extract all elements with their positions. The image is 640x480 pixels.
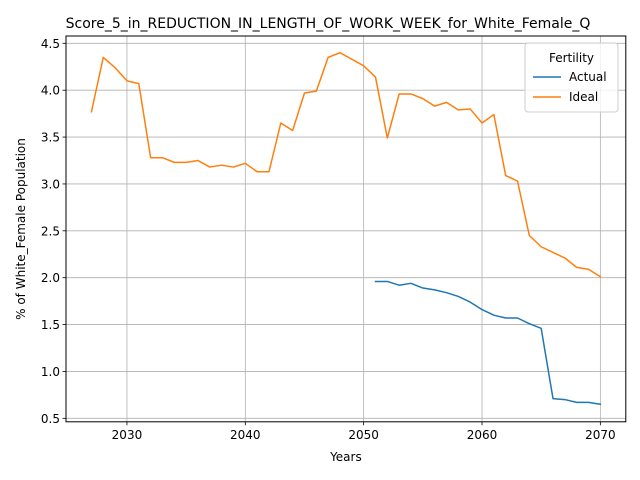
legend-box — [524, 42, 619, 113]
legend: Fertility Actual Ideal — [524, 42, 619, 113]
y-tick-label: 3.0 — [41, 177, 60, 191]
x-tick-label: 2030 — [112, 428, 143, 442]
series-line-ideal — [90, 51, 602, 278]
x-tick-label: 2050 — [348, 428, 379, 442]
y-tick-label: 0.5 — [41, 412, 60, 426]
y-tick-label: 4.5 — [41, 37, 60, 51]
x-tick-label: 2040 — [230, 428, 261, 442]
y-tick-label: 3.5 — [41, 131, 60, 145]
x-axis-label: Years — [329, 450, 362, 464]
legend-label-actual: Actual — [569, 70, 607, 84]
y-tick-label: 2.5 — [41, 224, 60, 238]
y-tick-label: 2.0 — [41, 271, 60, 285]
y-tick-label: 4.0 — [41, 84, 60, 98]
series-lines — [90, 51, 602, 406]
grid-lines — [66, 36, 626, 422]
x-axis-ticks: 2030 2040 2050 2060 2070 — [112, 421, 616, 442]
legend-title: Fertility — [549, 51, 594, 65]
x-tick-label: 2070 — [585, 428, 616, 442]
y-axis-ticks: 0.5 1.0 1.5 2.0 2.5 3.0 3.5 4.0 4.5 — [41, 37, 66, 426]
y-axis-label: % of White_Female Population — [14, 138, 28, 320]
y-tick-label: 1.5 — [41, 318, 60, 332]
y-tick-label: 1.0 — [41, 365, 60, 379]
plot-frame — [65, 35, 627, 423]
legend-label-ideal: Ideal — [569, 90, 598, 104]
x-tick-label: 2060 — [467, 428, 498, 442]
chart-title: Score_5_in_REDUCTION_IN_LENGTH_OF_WORK_W… — [66, 16, 591, 32]
series-line-actual — [374, 280, 602, 406]
